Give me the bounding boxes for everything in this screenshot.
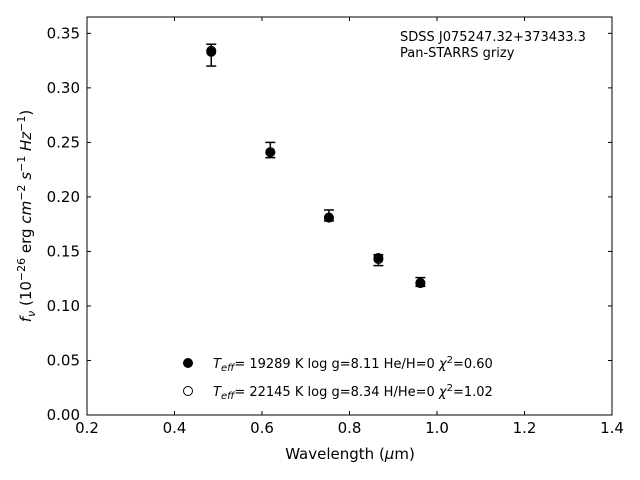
points-layer [206,45,426,289]
y-tick-label: 0.25 [47,133,80,151]
x-tick-label: 0.4 [163,419,187,437]
y-tick-label: 0.10 [47,297,80,315]
legend-marker-filled [183,358,193,368]
annotation-object-name: SDSS J075247.32+373433.3 [400,30,586,45]
x-tick-label: 1.0 [425,419,449,437]
y-tick-label: 0.30 [47,79,80,97]
x-tick-label: 0.6 [250,419,274,437]
x-tick-label: 0.8 [338,419,362,437]
ticks-layer: 0.2 0.4 0.6 0.8 1.0 1.2 1.4 0.00 0.05 0.10 0.15 0.2… [47,17,624,437]
y-tick-label: 0.05 [47,351,80,369]
y-axis-label: fν (10−26 erg cm−2 s−1 Hz−1) [15,110,38,322]
model-point-open [265,147,276,158]
model-point-open [373,254,384,265]
legend-label-model-2: Teff= 22145 K log g=8.34 H/He=0 χ2=1.02 [213,383,493,402]
x-tick-label: 0.2 [75,419,99,437]
errorbars-layer [206,43,426,288]
annotation-survey: Pan-STARRS grizy [400,46,515,61]
model-point-open [415,278,426,289]
y-tick-label: 0.35 [47,24,80,42]
model-point-open [206,45,217,56]
y-tick-label: 0.20 [47,188,80,206]
x-axis-label: Wavelength (μm) [285,445,415,463]
y-tick-label: 0.15 [47,242,80,260]
plot-frame [86,16,613,416]
legend: Teff= 19289 K log g=8.11 He/H=0 χ2=0.60 … [183,355,493,402]
model-point-open [323,212,334,223]
y-tick-label: 0.00 [47,406,80,424]
x-tick-label: 1.4 [600,419,624,437]
x-tick-label: 1.2 [513,419,537,437]
legend-label-model-1: Teff= 19289 K log g=8.11 He/H=0 χ2=0.60 [213,355,493,374]
legend-marker-open [183,386,193,396]
